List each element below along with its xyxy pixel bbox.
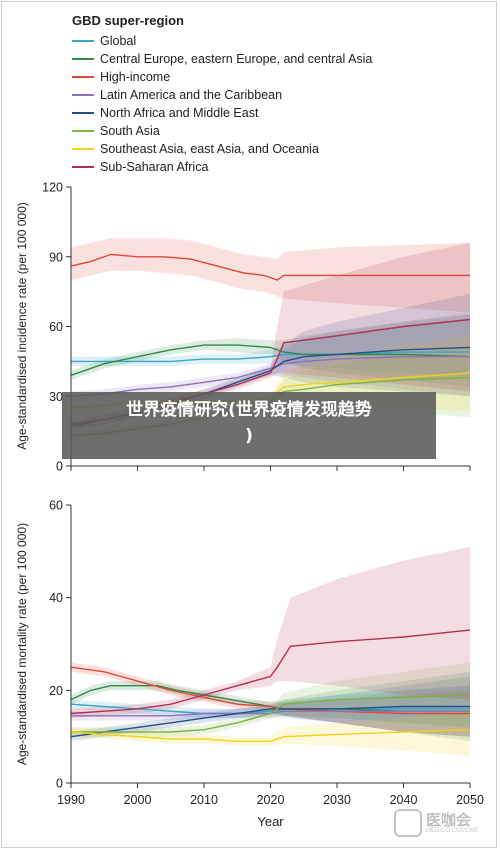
legend-item: Latin America and the Caribbean bbox=[72, 86, 492, 104]
x-tick-label: 2040 bbox=[390, 793, 418, 807]
uncertainty-band bbox=[71, 312, 470, 401]
y-tick-label: 20 bbox=[49, 684, 63, 698]
banner-line-2: ) bbox=[245, 426, 253, 446]
y-tick-label: 90 bbox=[49, 250, 63, 264]
legend-swatch bbox=[72, 112, 94, 114]
banner-line-1: 世界疫情研究(世界疫情发现趋势 bbox=[126, 400, 372, 420]
y-tick-label: 0 bbox=[56, 460, 63, 474]
legend-label: Global bbox=[100, 34, 137, 48]
uncertainty-band bbox=[71, 314, 470, 387]
legend-swatch bbox=[72, 130, 94, 132]
legend-swatch bbox=[72, 40, 94, 42]
x-tick-label: 2010 bbox=[190, 793, 218, 807]
legend-items: Global Central Europe, eastern Europe, an… bbox=[72, 32, 492, 176]
uncertainty-band bbox=[71, 345, 470, 441]
watermark-logo-icon bbox=[394, 809, 422, 837]
y-tick-label: 60 bbox=[49, 499, 63, 513]
watermark-sub: MEDICO COCOME bbox=[426, 827, 479, 834]
legend: GBD super-region Global Central Europe, e… bbox=[72, 12, 492, 176]
series-line bbox=[70, 356, 470, 397]
caption-banner: 世界疫情研究(世界疫情发现趋势 ) bbox=[62, 392, 436, 459]
series-line bbox=[70, 253, 470, 281]
uncertainty-band bbox=[71, 662, 470, 737]
legend-swatch bbox=[72, 76, 94, 78]
y-axis-label: Age-standardised incidence rate (per 100… bbox=[15, 202, 29, 450]
watermark: 医咖会 MEDICO COCOME bbox=[394, 806, 490, 840]
series-line bbox=[71, 694, 471, 733]
legend-swatch bbox=[72, 94, 94, 96]
uncertainty-band bbox=[71, 662, 470, 737]
series-line bbox=[70, 729, 471, 742]
legend-item: South Asia bbox=[72, 122, 492, 140]
x-axis-label: Year bbox=[257, 814, 284, 829]
series-line bbox=[70, 705, 470, 738]
x-tick-label: 2050 bbox=[456, 793, 484, 807]
legend-item: Sub-Saharan Africa bbox=[72, 158, 492, 176]
uncertainty-band bbox=[71, 546, 470, 719]
legend-label: Central Europe, eastern Europe, and cent… bbox=[100, 52, 373, 66]
y-tick-label: 120 bbox=[42, 181, 63, 195]
legend-swatch bbox=[72, 58, 94, 60]
legend-label: Southeast Asia, east Asia, and Oceania bbox=[100, 142, 319, 156]
x-tick-label: 2000 bbox=[124, 793, 152, 807]
y-axis-label: Age-standardised mortality rate (per 100… bbox=[15, 523, 29, 765]
legend-swatch bbox=[72, 166, 94, 168]
legend-label: South Asia bbox=[100, 124, 160, 138]
x-tick-label: 1990 bbox=[57, 793, 85, 807]
legend-label: Sub-Saharan Africa bbox=[100, 160, 209, 174]
legend-swatch bbox=[72, 148, 94, 150]
legend-item: Central Europe, eastern Europe, and cent… bbox=[72, 50, 492, 68]
uncertainty-band bbox=[71, 293, 470, 432]
y-tick-label: 30 bbox=[49, 390, 63, 404]
legend-item: Southeast Asia, east Asia, and Oceania bbox=[72, 140, 492, 158]
y-tick-label: 60 bbox=[49, 320, 63, 334]
x-tick-label: 2030 bbox=[323, 793, 351, 807]
series-line bbox=[70, 629, 471, 715]
uncertainty-band bbox=[71, 242, 470, 429]
legend-label: North Africa and Middle East bbox=[100, 106, 259, 120]
x-tick-label: 2020 bbox=[257, 793, 285, 807]
legend-label: High-income bbox=[100, 70, 171, 84]
legend-title: GBD super-region bbox=[72, 13, 184, 28]
y-tick-label: 0 bbox=[56, 777, 63, 791]
y-tick-label: 40 bbox=[49, 591, 63, 605]
legend-label: Latin America and the Caribbean bbox=[100, 88, 283, 102]
series-line bbox=[70, 344, 471, 376]
legend-item: High-income bbox=[72, 68, 492, 86]
legend-item: North Africa and Middle East bbox=[72, 104, 492, 122]
watermark-text: 医咖会 bbox=[426, 811, 472, 829]
series-line bbox=[70, 666, 470, 715]
uncertainty-band bbox=[71, 708, 470, 756]
legend-item: Global bbox=[72, 32, 492, 50]
